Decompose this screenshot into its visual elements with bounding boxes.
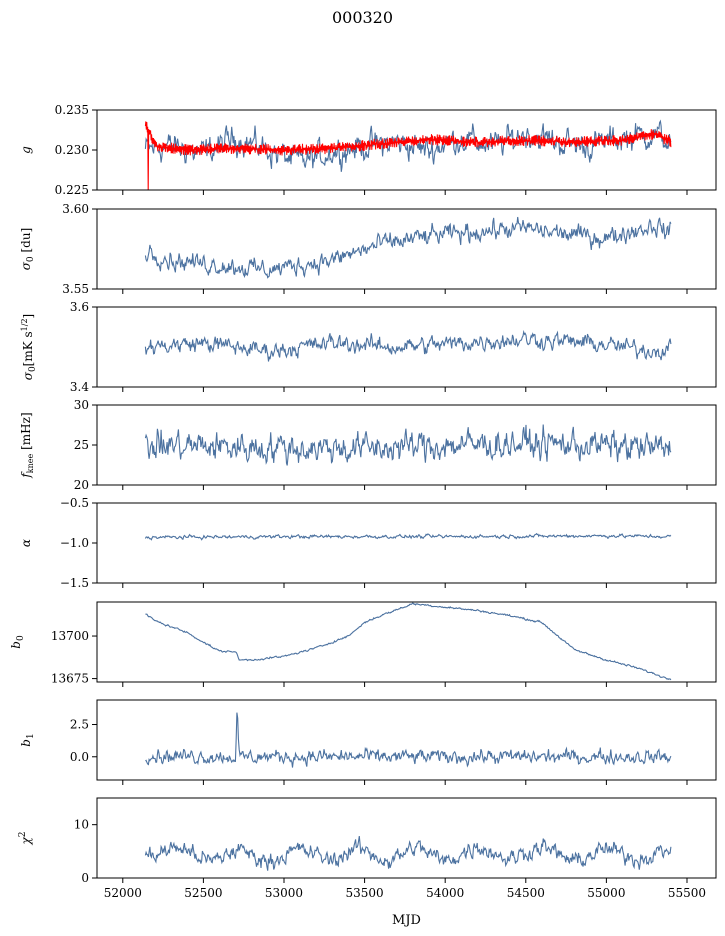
ytick-label: 25 bbox=[74, 438, 89, 452]
xtick-label: 52000 bbox=[104, 886, 142, 900]
axis-ylabel: b1 bbox=[19, 733, 36, 746]
axis-xlabel: MJD bbox=[392, 913, 421, 928]
ytick-label: 10 bbox=[74, 818, 89, 832]
data-line bbox=[144, 532, 672, 541]
ytick-label: −1.0 bbox=[60, 536, 89, 550]
data-line bbox=[145, 712, 672, 768]
figure-title: 000320 bbox=[331, 8, 394, 27]
data-line bbox=[145, 602, 672, 681]
ytick-label: −0.5 bbox=[60, 496, 89, 510]
ytick-label: 3.60 bbox=[62, 202, 89, 216]
axis-ylabel: σ0 [du] bbox=[19, 228, 36, 271]
subplot-4: 20 25 30 bbox=[74, 398, 717, 492]
axes-frame bbox=[96, 208, 717, 290]
subplot-6: 13675 13700 bbox=[51, 601, 717, 687]
ytick-label: 0 bbox=[81, 871, 89, 885]
xtick-label: 54500 bbox=[507, 886, 545, 900]
xtick-label: 54000 bbox=[426, 886, 464, 900]
ytick-label: 0.235 bbox=[55, 103, 89, 117]
axis-ylabel: σ0[mK s1/2] bbox=[20, 314, 38, 381]
data-line bbox=[144, 119, 672, 172]
data-line bbox=[144, 216, 672, 279]
subplot-2: 3.55 3.60 bbox=[62, 202, 717, 296]
xtick-label: 53500 bbox=[345, 886, 383, 900]
ytick-label: 13700 bbox=[51, 629, 89, 643]
ytick-label: 0.225 bbox=[55, 183, 89, 197]
data-line bbox=[144, 836, 672, 871]
ytick-label: 20 bbox=[74, 478, 89, 492]
axes-frame bbox=[96, 601, 717, 683]
fit-line bbox=[144, 121, 672, 190]
ytick-label: 3.4 bbox=[70, 380, 89, 394]
subplot-1: 0.225 0.230 0.235 bbox=[55, 103, 717, 197]
axis-ylabel: b0 bbox=[9, 635, 26, 649]
xtick-label: 55500 bbox=[668, 886, 706, 900]
ytick-label: 3.6 bbox=[70, 300, 89, 314]
axes-frame bbox=[96, 797, 717, 879]
ytick-label: 0.0 bbox=[70, 750, 89, 764]
data-line bbox=[144, 424, 672, 466]
axes-frame bbox=[96, 502, 717, 584]
data-line bbox=[144, 329, 672, 362]
ytick-label: 2.5 bbox=[70, 718, 89, 732]
axes-frame bbox=[96, 699, 717, 781]
axes-frame bbox=[96, 306, 717, 388]
axis-ylabel: fknee [mHz] bbox=[19, 412, 35, 478]
subplot-5: −1.5 −1.0 −0.5 bbox=[60, 496, 717, 590]
ytick-label: 3.55 bbox=[62, 282, 89, 296]
subplot-7: 0.0 2.5 bbox=[70, 699, 717, 785]
xtick-label: 52500 bbox=[184, 886, 222, 900]
xtick-label: 55000 bbox=[587, 886, 625, 900]
ytick-label: 30 bbox=[74, 398, 89, 412]
xtick-label: 53000 bbox=[265, 886, 303, 900]
axis-ylabel: α bbox=[19, 539, 33, 547]
axis-ylabel: χ2 bbox=[18, 831, 33, 845]
ytick-label: −1.5 bbox=[60, 576, 89, 590]
subplot-3: 3.4 3.6 bbox=[70, 300, 717, 394]
subplot-8: 0 10 52000 52500 53000 53500 54000 54500 55000 55… bbox=[74, 797, 717, 900]
ytick-label: 13675 bbox=[51, 672, 89, 686]
axis-ylabel: g bbox=[19, 146, 33, 154]
ytick-label: 0.230 bbox=[55, 143, 89, 157]
